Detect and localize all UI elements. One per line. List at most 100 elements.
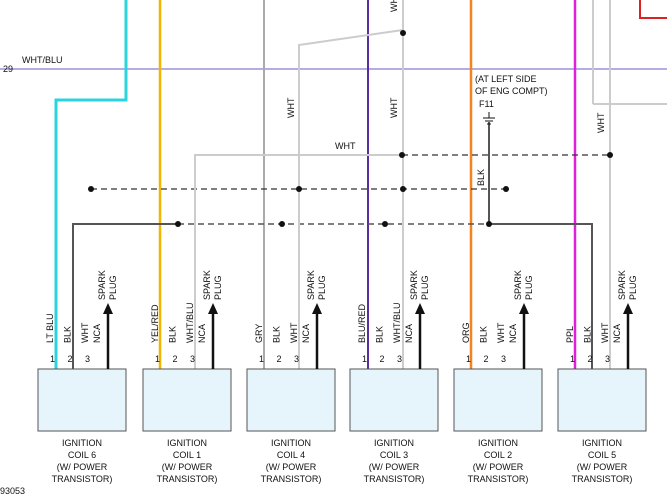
coils: IGNITION COIL 6 (W/ POWER TRANSISTOR) 1 LT BL… (37, 270, 647, 484)
spark-arrow (103, 303, 113, 314)
coil-name: TRANSISTOR) (572, 474, 633, 484)
nca-label: NCA (301, 324, 311, 343)
pin-number: 1 (570, 354, 575, 364)
junction-dots (88, 30, 613, 227)
spark-label: PLUG (524, 275, 534, 300)
wire-color: BLK (375, 326, 385, 343)
coil-name: (W/ POWER (577, 462, 628, 472)
ground-note: (AT LEFT SIDE (475, 74, 537, 84)
spark-arrow (208, 303, 218, 314)
wire-color: WHT (600, 322, 610, 343)
spark-arrow (519, 303, 529, 314)
coil-name: IGNITION (62, 438, 102, 448)
wire-label: WHT (596, 112, 606, 133)
spark-label: PLUG (213, 275, 223, 300)
coil-name: (W/ POWER (473, 462, 524, 472)
bus-wire-label: WHT/BLU (22, 55, 63, 65)
spark-arrow (623, 303, 633, 314)
wire-color: WHT/BLU (185, 303, 195, 344)
wire-color: BLU/RED (357, 303, 367, 343)
pin-number: 1 (362, 354, 367, 364)
spark-arrow (312, 303, 322, 314)
wire-color: BLK (583, 326, 593, 343)
coil-name: TRANSISTOR) (157, 474, 218, 484)
coil-box (142, 368, 232, 432)
wire-color: WHT/BLU (392, 303, 402, 344)
coil-box (246, 368, 336, 432)
pin-number: 2 (277, 354, 282, 364)
coil-name: IGNITION (478, 438, 518, 448)
nca-label: NCA (404, 324, 414, 343)
spark-label: SPARK (513, 270, 523, 300)
coil-name: COIL 5 (588, 450, 616, 460)
coil-name: TRANSISTOR) (468, 474, 529, 484)
spark-label: SPARK (306, 270, 316, 300)
coil-box (349, 368, 439, 432)
wire-color: ORG (461, 322, 471, 343)
spark-label: SPARK (97, 270, 107, 300)
coil-name: (W/ POWER (162, 462, 213, 472)
wire-color: BLK (272, 326, 282, 343)
coil-name: TRANSISTOR) (261, 474, 322, 484)
nca-label: NCA (92, 324, 102, 343)
coil-name: IGNITION (374, 438, 414, 448)
coil-name: TRANSISTOR) (52, 474, 113, 484)
wires (0, 0, 667, 369)
ground-symbol (483, 112, 495, 125)
pin-number: 2 (380, 354, 385, 364)
spark-label: PLUG (420, 275, 430, 300)
spark-label: PLUG (628, 275, 638, 300)
wire-label: WHT (286, 97, 296, 118)
pin-number: 3 (190, 354, 195, 364)
wire-color: BLK (63, 326, 73, 343)
nca-label: NCA (197, 324, 207, 343)
coil-name: IGNITION (271, 438, 311, 448)
pin-number: 2 (68, 354, 73, 364)
coil-name: TRANSISTOR) (364, 474, 425, 484)
pin-number: 3 (605, 354, 610, 364)
coil-name: COIL 4 (277, 450, 305, 460)
pin-number: 1 (466, 354, 471, 364)
wire-color: BLK (479, 326, 489, 343)
wire-label: BLK (476, 169, 486, 186)
spark-label: SPARK (409, 270, 419, 300)
spark-label: PLUG (317, 275, 327, 300)
wire-color: BLK (168, 326, 178, 343)
pin-number: 2 (588, 354, 593, 364)
pin-number: 1 (50, 354, 55, 364)
page-ref: 29 (3, 64, 13, 74)
ground-id: F11 (479, 99, 494, 109)
pin-number: 2 (484, 354, 489, 364)
spark-label: SPARK (617, 270, 627, 300)
pin-number: 3 (85, 354, 90, 364)
wire-color: PPL (565, 326, 575, 343)
coil-box (37, 368, 127, 432)
wire-color: WHT (496, 322, 506, 343)
coil-box (557, 368, 647, 432)
coil-name: IGNITION (167, 438, 207, 448)
spark-label: SPARK (202, 270, 212, 300)
spark-label: PLUG (108, 275, 118, 300)
spark-arrow (415, 303, 425, 314)
pin-number: 3 (397, 354, 402, 364)
coil-name: (W/ POWER (369, 462, 420, 472)
coil-name: COIL 6 (68, 450, 96, 460)
coil-name: COIL 3 (380, 450, 408, 460)
wire-label: WHT (389, 97, 399, 118)
coil-name: IGNITION (582, 438, 622, 448)
wire-color: YEL/RED (150, 304, 160, 343)
diagram-id: 93053 (0, 486, 25, 496)
coil-name: COIL 1 (173, 450, 201, 460)
coil-name: (W/ POWER (57, 462, 108, 472)
wire-color: LT BLU (45, 313, 55, 343)
coil-name: COIL 2 (484, 450, 512, 460)
wire-color: WHT (80, 322, 90, 343)
pin-number: 1 (155, 354, 160, 364)
wire-label: WHT (389, 0, 399, 12)
coil-name: (W/ POWER (266, 462, 317, 472)
coil-box (453, 368, 543, 432)
pin-number: 3 (294, 354, 299, 364)
wire-label: WHT (335, 141, 356, 151)
nca-label: NCA (508, 324, 518, 343)
